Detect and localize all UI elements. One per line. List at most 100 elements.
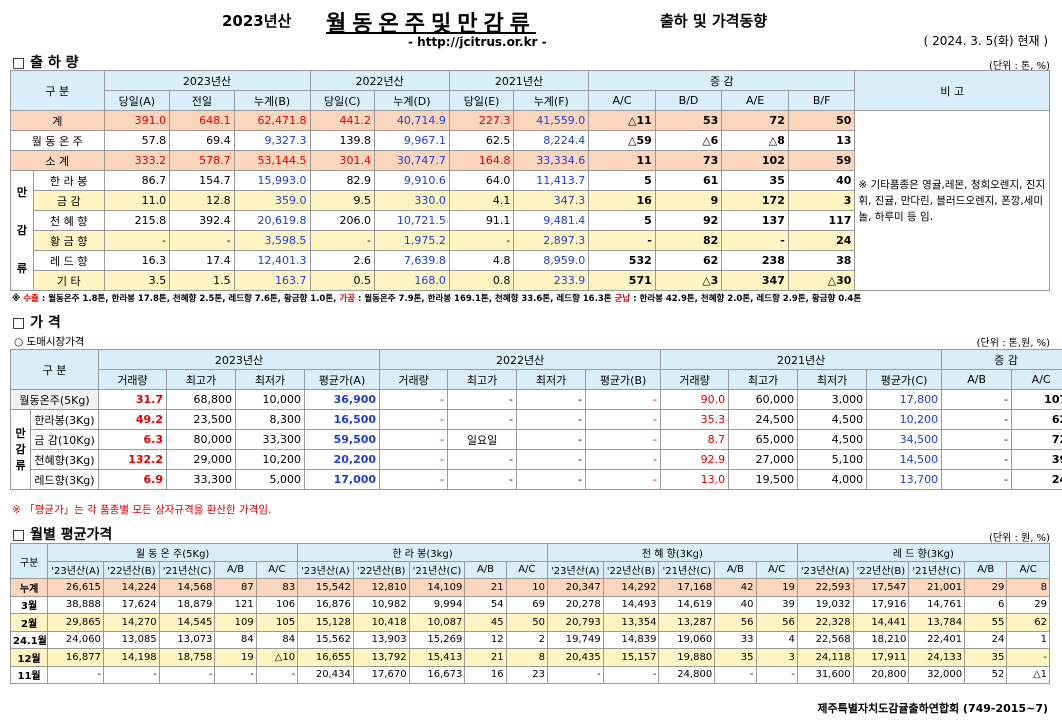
- data-cell: 20,435: [546, 648, 604, 667]
- data-cell: 64.0: [448, 170, 515, 191]
- data-cell: 24,500: [728, 409, 799, 430]
- data-cell: -: [309, 230, 375, 251]
- data-cell: 27,000: [728, 449, 799, 470]
- price-unit: (단위 : 톤,원, %): [976, 338, 1050, 349]
- data-cell: 2.6: [309, 250, 375, 271]
- data-cell: 578.7: [169, 150, 235, 171]
- data-cell: 10,721.5: [373, 210, 450, 231]
- col-header: 거래량: [98, 369, 167, 390]
- table-row: 레 드 향 16.3 17.4 12,401.3 2.6 7,639.8 4.8 8,959.…: [11, 250, 1050, 271]
- table-row: 금 감(10Kg) 6.3 80,000 33,300 59,500- 일요일 - -8.7 6…: [11, 429, 1062, 450]
- col-header: A/B: [464, 560, 507, 579]
- data-cell: 215.8: [103, 210, 171, 231]
- data-cell: 19,749: [546, 630, 604, 649]
- col-header: 거래량: [379, 369, 449, 390]
- data-cell: 8: [1006, 578, 1050, 597]
- data-cell: 69.4: [169, 130, 235, 151]
- data-cell: 56: [755, 613, 798, 632]
- data-cell: 11: [588, 150, 656, 171]
- data-cell: 16,877: [47, 648, 104, 667]
- data-cell: 9,967.1: [373, 130, 450, 151]
- year-2023-header: 2023년산: [97, 349, 381, 370]
- data-cell: 68,800: [166, 389, 236, 410]
- data-cell: 164.8: [448, 150, 515, 171]
- data-cell: 21,001: [908, 578, 966, 597]
- data-cell: 11.0: [103, 190, 171, 211]
- table-row: 기 타 3.5 1.5 163.7 0.5 168.0 0.8 233.9 571 △3 347 △3…: [11, 270, 1050, 291]
- data-cell: 5: [588, 170, 656, 191]
- data-cell: 15,128: [297, 613, 354, 632]
- data-cell: -: [941, 429, 1013, 450]
- data-cell: 347: [721, 270, 789, 291]
- report-header: 2023년산 월동온주및만감류 출하 및 가격동향 - http://jcitr…: [0, 6, 1062, 56]
- data-cell: 73: [654, 150, 723, 171]
- col-header: A/B: [964, 560, 1008, 579]
- data-cell: 53: [654, 110, 723, 131]
- table-row: 3월 38,888 17,624 18,879 121 106 16,876 10,982 9,…: [9, 595, 1050, 614]
- data-cell: 13,073: [158, 630, 216, 649]
- data-cell: 16,655: [297, 648, 354, 667]
- data-cell: -: [516, 469, 587, 490]
- data-cell: -: [585, 469, 662, 490]
- data-cell: 21: [464, 648, 507, 667]
- data-cell: 20,347: [546, 578, 604, 597]
- data-cell: 19,880: [658, 648, 716, 667]
- table-row: 2월 29,865 14,270 14,545 109 105 15,128 10,418 10…: [9, 613, 1050, 632]
- data-cell: 30,747.7: [373, 150, 450, 171]
- data-cell: -: [169, 230, 235, 251]
- data-cell: 14,292: [602, 578, 660, 597]
- site-url[interactable]: - http://jcitrus.or.kr -: [408, 35, 547, 49]
- col-header: 평균가(B): [585, 369, 662, 390]
- data-cell: 38,888: [47, 595, 104, 614]
- data-cell: -: [516, 429, 587, 450]
- data-cell: 19: [755, 578, 798, 597]
- data-cell: -: [255, 665, 299, 684]
- shipment-section-title: □ 출 하 량: [12, 55, 79, 71]
- data-cell: 17,670: [352, 665, 410, 684]
- data-cell: 105: [255, 613, 299, 632]
- data-cell: 33: [714, 630, 757, 649]
- data-cell: 8.7: [660, 429, 730, 450]
- table-row: 황 금 향 - -3,598.5-1,975.2-2,897.3-82-24: [11, 230, 1050, 251]
- col-header: A/C: [755, 560, 798, 579]
- data-cell: 14,761: [908, 595, 966, 614]
- change-header: 증 감: [588, 70, 856, 91]
- col-header: '21년산(C): [658, 560, 716, 579]
- col-header: 평균가(A): [303, 369, 381, 390]
- data-cell: 359.0: [233, 190, 311, 211]
- data-cell: 12,401.3: [233, 250, 311, 271]
- col-header: 최저가: [516, 369, 587, 390]
- data-cell: -: [214, 665, 257, 684]
- data-cell: 55: [964, 613, 1008, 632]
- data-cell: 32,000: [908, 665, 966, 684]
- row-label: 천혜향(3Kg): [30, 449, 99, 470]
- data-cell: 57.8: [103, 130, 171, 151]
- table-row: 11월 - - - - -20,434 17,670 16,673 16 23- -24,800- -…: [9, 665, 1050, 684]
- data-cell: -: [102, 665, 160, 684]
- data-cell: -: [585, 429, 662, 450]
- data-cell: 38: [787, 250, 856, 271]
- data-cell: 82: [654, 230, 723, 251]
- data-cell: 16: [588, 190, 656, 211]
- col-header: 최고가: [166, 369, 236, 390]
- data-cell: 22,328: [796, 613, 854, 632]
- data-cell: -: [447, 389, 518, 410]
- col-header: A/C: [588, 90, 656, 111]
- note-part: 군납: [614, 294, 631, 304]
- side-char: 감: [16, 223, 27, 237]
- year-2023-header: 2023년산: [103, 70, 311, 91]
- monthly-price-table: 구분 월 동 온 주(5Kg) 한 라 봉(3kg) 천 혜 향(3Kg) 레 드 향(…: [9, 543, 1051, 684]
- data-cell: 15,562: [297, 630, 354, 649]
- change-header: 증 감: [941, 349, 1062, 370]
- data-cell: 91.1: [448, 210, 515, 231]
- data-cell: 0.5: [309, 270, 375, 291]
- row-label: 한 라 봉: [32, 170, 105, 191]
- data-cell: 571: [588, 270, 656, 291]
- side-char: 감: [15, 442, 26, 456]
- data-cell: 1.5: [169, 270, 235, 291]
- data-cell: 13: [787, 130, 856, 151]
- data-cell: -: [941, 409, 1013, 430]
- year-2021-header: 2021년산: [448, 70, 590, 91]
- col-header: 최저가: [235, 369, 305, 390]
- data-cell: 172: [721, 190, 789, 211]
